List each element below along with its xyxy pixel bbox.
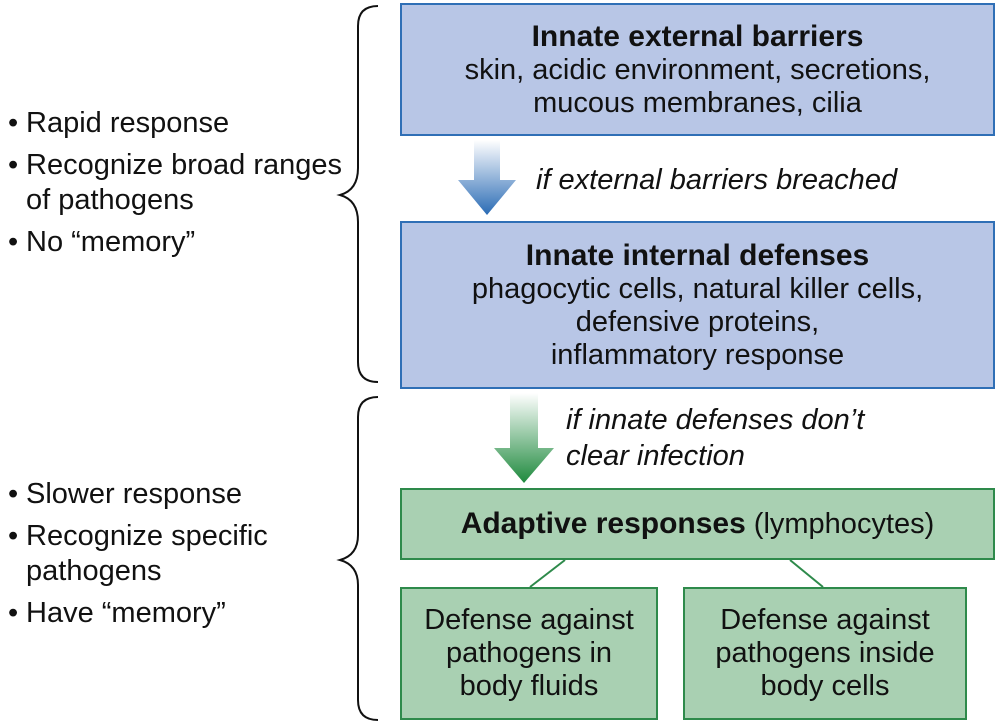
breach-note: if external barriers breached [536,164,898,196]
adaptive-subtitle: (lymphocytes) [753,507,935,540]
internal-defenses-line: defensive proteins, [575,305,820,338]
innate-summary-list: Rapid response Recognize broad ranges of… [8,106,348,267]
infection-note-line: clear infection [566,440,745,472]
adaptive-summary-list: Slower response Recognize specific patho… [8,477,348,638]
body-fluids-line: Defense against [424,604,634,636]
body-cells-box: Defense against pathogens inside body ce… [683,587,967,720]
adaptive-summary-item: Slower response [8,477,348,512]
body-fluids-box: Defense against pathogens in body fluids [400,587,658,720]
external-barriers-line: skin, acidic environment, secretions, [464,53,931,86]
internal-defenses-line: phagocytic cells, natural killer cells, [471,272,924,305]
adaptive-summary-item: Recognize specific pathogens [8,519,348,589]
body-cells-line: body cells [760,670,890,702]
breach-arrow [458,140,516,215]
infection-note-line: if innate defenses don’t [566,404,865,436]
branch-line-right [789,559,824,588]
body-fluids-line: pathogens in [445,637,613,669]
adaptive-summary-item: Have “memory” [8,596,348,631]
body-fluids-line: body fluids [459,670,599,702]
external-barriers-line: mucous membranes, cilia [533,86,862,119]
adaptive-box: Adaptive responses (lymphocytes) [400,488,995,560]
innate-summary-item: No “memory” [8,225,348,260]
innate-summary-item: Rapid response [8,106,348,141]
internal-defenses-box: Innate internal defenses phagocytic cell… [400,221,995,389]
external-barriers-title: Innate external barriers [531,19,864,53]
innate-summary-item: Recognize broad ranges of pathogens [8,148,348,218]
external-barriers-box: Innate external barriers skin, acidic en… [400,3,995,136]
adaptive-title: Adaptive responses [460,507,746,540]
body-cells-line: pathogens inside [715,637,935,669]
infection-arrow [494,393,554,483]
internal-defenses-line: inflammatory response [550,338,845,371]
branch-line-left [529,559,566,588]
internal-defenses-title: Innate internal defenses [525,238,870,272]
infection-note: if innate defenses don’t clear infection [566,402,864,474]
body-cells-line: Defense against [720,604,930,636]
